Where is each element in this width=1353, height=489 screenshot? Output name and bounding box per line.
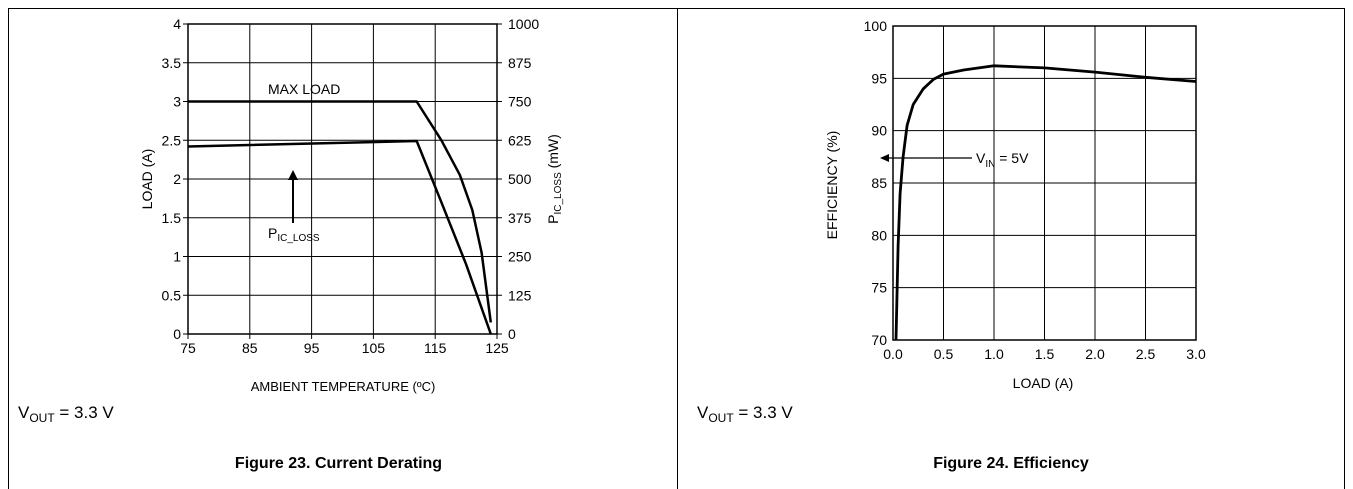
vout-note-rest: = 3.3 V [733, 403, 793, 422]
y2-tick-label: 625 [508, 132, 532, 148]
x-tick-label: 105 [362, 340, 386, 356]
max-load-line [188, 100, 493, 323]
y-tick-label: 3 [173, 94, 181, 110]
vout-note-sub: OUT [708, 411, 734, 425]
x-tick-label: 0.0 [883, 346, 903, 362]
vout-note: VOUT = 3.3 V [18, 403, 114, 425]
frame-top-line [8, 8, 1345, 9]
y2-tick-label: 875 [508, 55, 532, 71]
y2-tick-label: 750 [508, 94, 532, 110]
x-axis-label: AMBIENT TEMPERATURE (ºC) [251, 379, 436, 394]
y2-tick-label: 250 [508, 249, 532, 265]
vin-annotation-sub: IN [985, 159, 995, 170]
y2-tick-label: 500 [508, 171, 532, 187]
efficiency-panel: 0.0 0.5 1.0 1.5 2.0 2.5 3.0 70 75 80 85 90 95 100 VIN… [678, 0, 1344, 489]
max-load-annotation: MAX LOAD [268, 81, 340, 97]
y-tick-label: 2.5 [162, 132, 182, 148]
y-tick-label: 1.5 [162, 210, 182, 226]
y-tick-label: 2 [173, 171, 181, 187]
x-tick-label: 0.5 [934, 346, 954, 362]
y2-tick-label: 375 [508, 210, 532, 226]
y2-axis-label-sub: IC_LOSS [553, 172, 564, 215]
frame-left-line [8, 8, 9, 489]
vout-note-sub: OUT [29, 411, 55, 425]
vout-note: VOUT = 3.3 V [697, 403, 793, 425]
frame-right-line [1344, 8, 1345, 489]
current-derating-panel: 75 85 95 105 115 125 0 0.5 1 1.5 2 2.5 3 3.5 4 0 125 250 3… [18, 16, 564, 472]
vout-note-main: V [18, 403, 30, 422]
efficiency-chart: 0.0 0.5 1.0 1.5 2.0 2.5 3.0 70 75 80 85 90 95 100 VIN… [824, 18, 1206, 391]
y-tick-label: 1 [173, 249, 181, 265]
y-tick-label: 95 [871, 70, 887, 86]
pic-arrow-head [288, 170, 298, 180]
y-axis-label: EFFICIENCY (%) [824, 131, 840, 240]
x-tick-label: 95 [304, 340, 320, 356]
y-axis-label: LOAD (A) [139, 149, 155, 210]
x-tick-label: 75 [180, 340, 196, 356]
y2-tick-label: 1000 [508, 16, 539, 32]
vin-annotation-main: V [976, 150, 986, 166]
y-tick-label: 70 [871, 332, 887, 348]
y2-axis-label-main: P [545, 215, 561, 224]
x-tick-label: 115 [424, 340, 447, 356]
vout-note-main: V [697, 403, 709, 422]
efficiency-line [894, 64, 1197, 341]
y-tick-label: 90 [871, 123, 887, 139]
y-tick-label: 3.5 [162, 55, 182, 71]
y-tick-label: 85 [871, 175, 887, 191]
frame-divider-line [677, 8, 678, 489]
x-tick-label: 1.5 [1035, 346, 1055, 362]
y2-tick-label: 125 [508, 287, 532, 303]
x-tick-label: 2.5 [1136, 346, 1156, 362]
figure-caption: Figure 24. Efficiency [933, 455, 1089, 472]
figure-caption: Figure 23. Current Derating [234, 455, 443, 472]
current-derating-chart: 75 85 95 105 115 12500.511.522.533.5401252503… [139, 16, 564, 394]
y-tick-label: 75 [871, 280, 887, 296]
vin-arrow-head [880, 154, 889, 162]
y-tick-label: 0.5 [162, 287, 182, 303]
vin-annotation: VIN = 5V [976, 150, 1029, 170]
y-tick-label: 100 [864, 18, 888, 34]
x-tick-label: 85 [242, 340, 258, 356]
x-tick-label: 125 [485, 340, 509, 356]
y-tick-label: 80 [871, 227, 887, 243]
y2-axis-label-unit: (mW) [545, 134, 561, 172]
pic-annotation: PIC_LOSS [268, 225, 320, 244]
x-tick-label: 1.0 [984, 346, 1004, 362]
x-axis-label: LOAD (A) [1013, 375, 1074, 391]
vout-note-rest: = 3.3 V [54, 403, 114, 422]
y2-tick-label: 0 [508, 326, 516, 342]
y2-axis-label: PIC_LOSS (mW) [545, 134, 564, 224]
pic-annotation-sub: IC_LOSS [277, 233, 320, 244]
x-tick-label: 2.0 [1085, 346, 1105, 362]
y-tick-label: 4 [173, 16, 181, 32]
vin-annotation-rest: = 5V [995, 150, 1029, 166]
pic-annotation-main: P [268, 225, 277, 241]
ic-loss-line [187, 139, 492, 335]
y-tick-label: 0 [173, 326, 181, 342]
x-tick-label: 3.0 [1186, 346, 1206, 362]
